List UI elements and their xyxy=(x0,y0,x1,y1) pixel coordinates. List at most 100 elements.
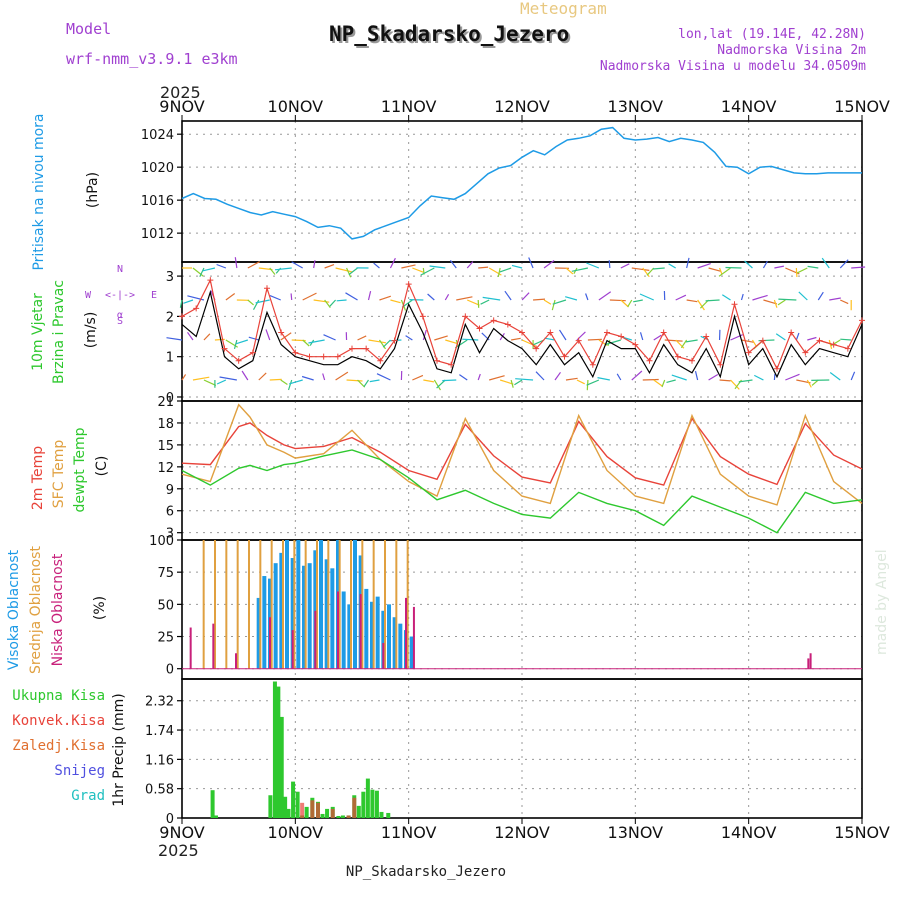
wind-arrow xyxy=(694,370,699,381)
precip-bar-0 xyxy=(325,808,330,818)
wind-arrow xyxy=(412,374,424,381)
precip-bar-0 xyxy=(276,686,281,818)
cloud-bar-0 xyxy=(375,596,380,669)
wind-arrow xyxy=(565,267,574,275)
wind-arrow xyxy=(528,257,534,269)
legend-conv: Konvek.Kisa xyxy=(12,713,105,729)
wind-arrow xyxy=(477,373,481,381)
cloud-bar-1 xyxy=(236,540,239,669)
cloud-bar-2 xyxy=(337,591,339,669)
cloud-bar-0 xyxy=(341,591,346,669)
cloud-bar-1 xyxy=(395,540,398,669)
wind-arrow xyxy=(558,329,567,341)
cloud-bar-0 xyxy=(353,540,357,669)
cloud-bar-1 xyxy=(270,540,273,669)
wind-arrow xyxy=(646,267,655,276)
wind-arrow xyxy=(489,375,505,381)
pressure-title: Pritisak na nivou mora xyxy=(31,113,47,270)
wind-arrow xyxy=(363,379,369,388)
gust-marker xyxy=(618,333,625,340)
ytick-label: 100 xyxy=(149,534,174,549)
cloud-bar-0 xyxy=(324,559,329,669)
precip-bar-0 xyxy=(386,812,391,818)
precip-bar-1 xyxy=(310,800,315,818)
wind-arrow xyxy=(280,379,288,385)
wind-arrow xyxy=(252,299,260,310)
cloud-bar-1 xyxy=(304,540,307,669)
gust-marker xyxy=(193,305,200,312)
wind-arrow xyxy=(183,299,194,304)
model-altitude: Nadmorska Visina u modelu 34.0509m xyxy=(600,59,866,74)
wind-arrow xyxy=(697,299,705,311)
gust-marker xyxy=(802,349,809,356)
gust-marker xyxy=(533,345,540,352)
gust-marker xyxy=(320,353,327,360)
wind-arrow xyxy=(181,374,187,381)
wind-arrow xyxy=(773,299,778,308)
ytick-label: 3 xyxy=(166,527,174,542)
wind-arrow xyxy=(323,334,336,341)
cloud-bar-0 xyxy=(330,568,335,669)
wind-arrow xyxy=(744,260,753,269)
wind-arrow xyxy=(291,261,303,269)
precip-bar-0 xyxy=(379,811,384,818)
wind-arrow xyxy=(241,370,249,381)
temp-line-2 xyxy=(181,449,863,534)
wind-arrow xyxy=(247,299,254,306)
wind-arrow xyxy=(269,295,281,301)
wind-arrow xyxy=(429,265,446,269)
ytick-label: 75 xyxy=(157,566,174,581)
wind-arrow xyxy=(459,374,468,381)
precip-bar-0 xyxy=(340,815,345,818)
wind-arrow xyxy=(730,379,740,390)
cloud-bar-2 xyxy=(382,642,385,669)
precip-bar-1 xyxy=(300,802,305,818)
wind-arrow xyxy=(265,329,271,341)
wind-arrow xyxy=(829,297,841,301)
cloud-bar-0 xyxy=(256,597,261,669)
precip-bar-0 xyxy=(295,791,300,818)
wind-arrow xyxy=(511,337,521,341)
wind-arrow xyxy=(499,267,512,273)
wind-arrow xyxy=(199,267,205,277)
gust-marker xyxy=(207,277,214,284)
wind-arrow xyxy=(367,290,372,301)
wind-arrow xyxy=(449,260,457,269)
wind-arrow xyxy=(412,267,424,273)
dir-mid: <-|-> xyxy=(105,290,135,301)
cloud-bar-0 xyxy=(285,540,289,669)
cloud-bar-1 xyxy=(406,540,409,669)
wind-arrow xyxy=(652,267,665,270)
wind-arrow xyxy=(280,332,292,341)
wind-arrow xyxy=(313,299,330,303)
wind-arrow xyxy=(741,339,755,343)
wind-arrow xyxy=(423,379,435,383)
ytick-label: 50 xyxy=(157,598,174,613)
wind-arrow xyxy=(313,260,316,269)
cloud-bar-0 xyxy=(364,588,369,669)
wind-arrow xyxy=(675,294,687,301)
wind-arrow xyxy=(373,262,380,269)
gust-marker xyxy=(674,353,681,360)
wind-gust-line xyxy=(181,278,863,371)
wind-arrow xyxy=(436,379,446,389)
wind-arrow xyxy=(653,379,664,387)
precip-bar-0 xyxy=(291,781,296,818)
wind-arrow xyxy=(382,339,391,348)
ytick-label: 12 xyxy=(157,461,174,476)
temp-line-1 xyxy=(181,403,863,506)
wind-arrow xyxy=(661,379,666,388)
ytick-label: 1024 xyxy=(141,128,174,143)
wind-arrow xyxy=(535,371,545,381)
wind-arrow xyxy=(587,338,602,341)
wind-arrow xyxy=(322,373,326,381)
wind-arrow xyxy=(829,372,841,381)
gust-marker xyxy=(731,301,738,308)
ytick-label: 0 xyxy=(166,391,174,406)
wind-arrow xyxy=(255,299,270,304)
wind-arrow xyxy=(335,267,353,273)
ytick-label: 1020 xyxy=(141,161,174,176)
wind-arrow xyxy=(705,299,720,302)
gust-marker xyxy=(830,341,837,348)
station-title-shadow: NP_Skadarsko_Jezero xyxy=(331,24,571,48)
